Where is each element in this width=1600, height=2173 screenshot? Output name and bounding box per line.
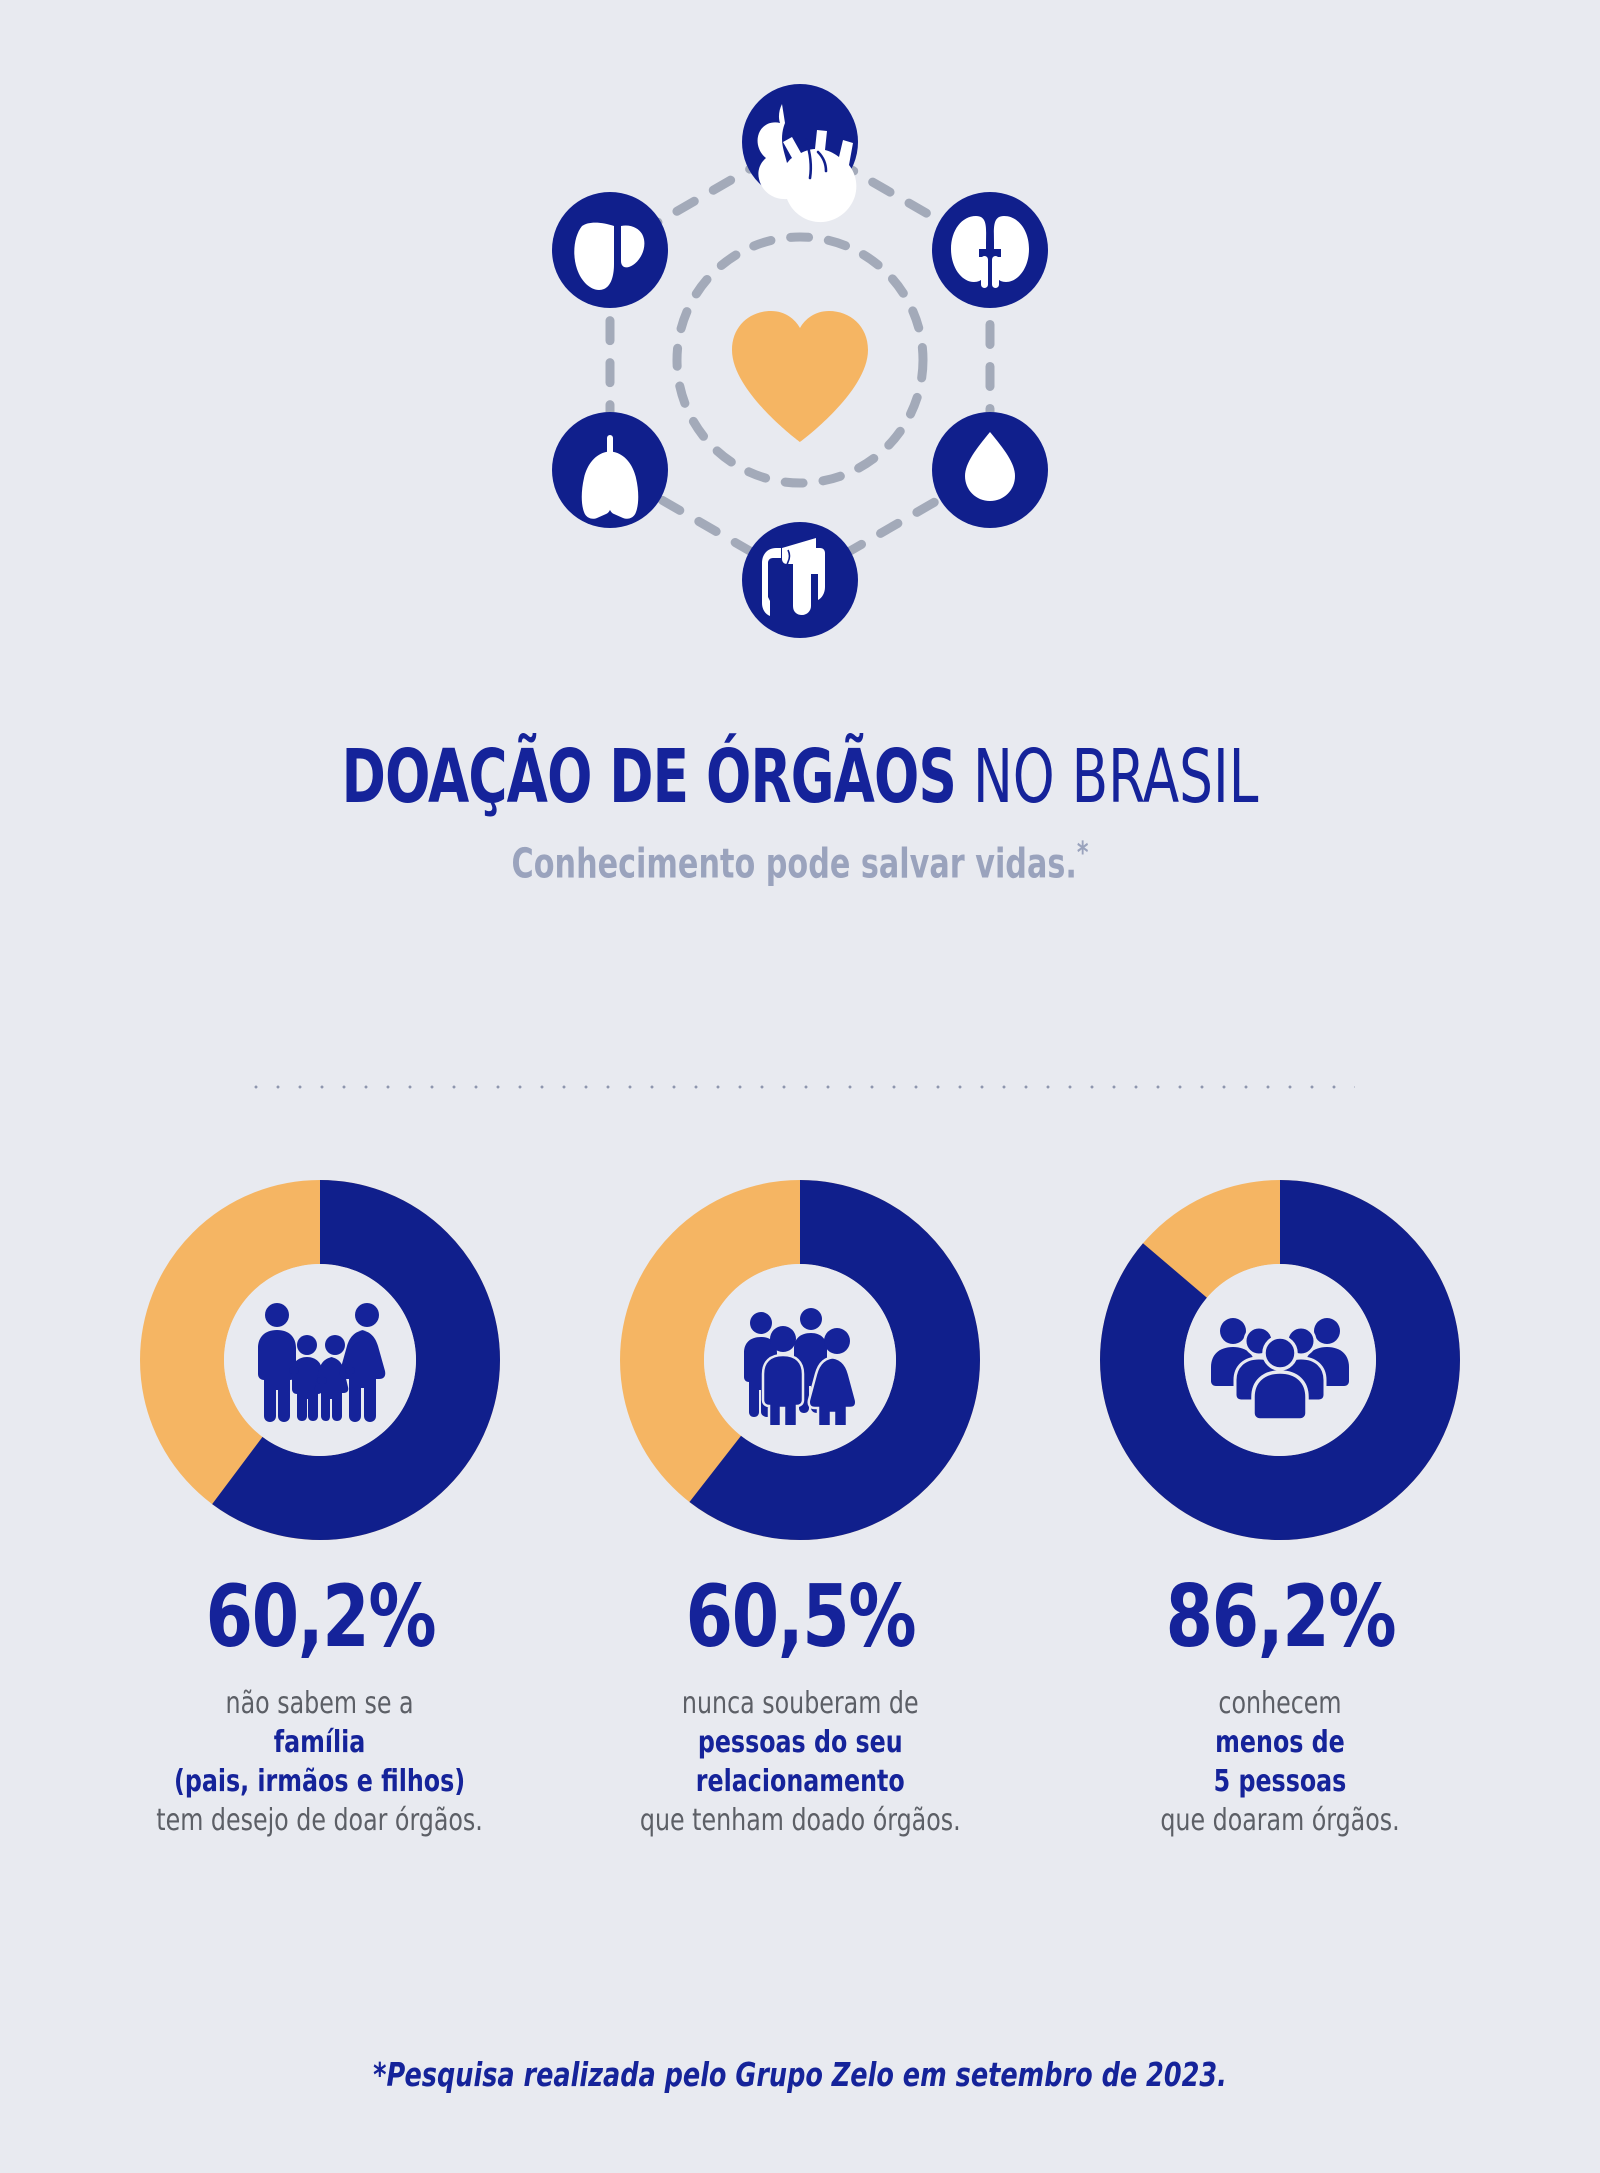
donut-value-arc <box>1100 1180 1460 1540</box>
page-title-light: NO BRASIL <box>956 734 1259 820</box>
stat-caption-familia: não sabem se a família (pais, irmãos e f… <box>157 1684 484 1840</box>
family-icon <box>258 1303 386 1422</box>
footnote: *Pesquisa realizada pelo Grupo Zelo em s… <box>373 2055 1227 2094</box>
subtitle-asterisk: * <box>1076 836 1089 871</box>
caption-line-2: família <box>274 1725 366 1760</box>
caption-line-4: que doaram órgãos. <box>1160 1803 1400 1838</box>
title-block: DOAÇÃO DE ÓRGÃOS NO BRASIL Conhecimento … <box>0 740 1600 888</box>
intestine-icon <box>742 522 858 638</box>
stat-column-menos-de-5: 86,2% conhecem menos de 5 pessoas que do… <box>1040 1180 1520 1840</box>
dotted-divider <box>245 1085 1355 1089</box>
page-subtitle: Conhecimento pode salvar vidas.* <box>144 836 1456 888</box>
caption-line-2: pessoas do seu <box>697 1725 903 1760</box>
stat-column-familia: 60,2% não sabem se a família (pais, irmã… <box>80 1180 560 1840</box>
stats-row: 60,2% não sabem se a família (pais, irmã… <box>0 1180 1600 1840</box>
caption-line-3: (pais, irmãos e filhos) <box>174 1764 466 1799</box>
stat-caption-menos-de-5: conhecem menos de 5 pessoas que doaram ó… <box>1160 1684 1399 1840</box>
donut-value-arc <box>620 1180 980 1540</box>
stat-column-relacionamento: 60,5% nunca souberam de pessoas do seu r… <box>560 1180 1040 1840</box>
caption-line-1: conhecem <box>1218 1686 1342 1721</box>
stat-percent-relacionamento: 60,5% <box>685 1567 916 1667</box>
stat-caption-relacionamento: nunca souberam de pessoas do seu relacio… <box>640 1684 961 1840</box>
caption-line-4: que tenham doado órgãos. <box>639 1803 961 1838</box>
heart-shape-icon <box>732 311 868 442</box>
stat-percent-familia: 60,2% <box>205 1567 436 1667</box>
caption-line-4: tem desejo de doar órgãos. <box>156 1803 484 1838</box>
caption-line-3: 5 pessoas <box>1213 1764 1347 1799</box>
caption-line-2: menos de <box>1215 1725 1345 1760</box>
liver-icon <box>552 192 668 308</box>
crowd-icon <box>1211 1318 1349 1422</box>
caption-line-3: relacionamento <box>695 1764 905 1799</box>
lungs-icon <box>552 412 668 528</box>
heart-icon <box>742 84 858 223</box>
kidneys-icon <box>932 192 1048 308</box>
page-title-strong: DOAÇÃO DE ÓRGÃOS <box>341 734 957 820</box>
page-title: DOAÇÃO DE ÓRGÃOS NO BRASIL <box>160 740 1440 814</box>
donut-value-arc <box>140 1180 500 1540</box>
stat-percent-menos-de-5: 86,2% <box>1165 1567 1396 1667</box>
caption-line-1: nunca souberam de <box>681 1686 919 1721</box>
donut-chart-menos-de-5 <box>1100 1180 1460 1540</box>
blood-drop-icon <box>932 412 1048 528</box>
caption-line-1: não sabem se a <box>225 1686 415 1721</box>
inner-dashed-circle <box>672 232 928 488</box>
people-group-icon <box>744 1308 858 1425</box>
organ-ring-illustration <box>520 80 1080 640</box>
page-subtitle-text: Conhecimento pode salvar vidas. <box>511 839 1077 888</box>
donut-chart-relacionamento <box>620 1180 980 1540</box>
donut-chart-familia <box>140 1180 500 1540</box>
